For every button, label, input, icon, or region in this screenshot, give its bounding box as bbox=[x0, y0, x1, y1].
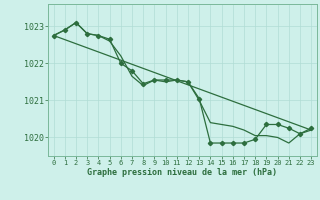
X-axis label: Graphe pression niveau de la mer (hPa): Graphe pression niveau de la mer (hPa) bbox=[87, 168, 277, 177]
